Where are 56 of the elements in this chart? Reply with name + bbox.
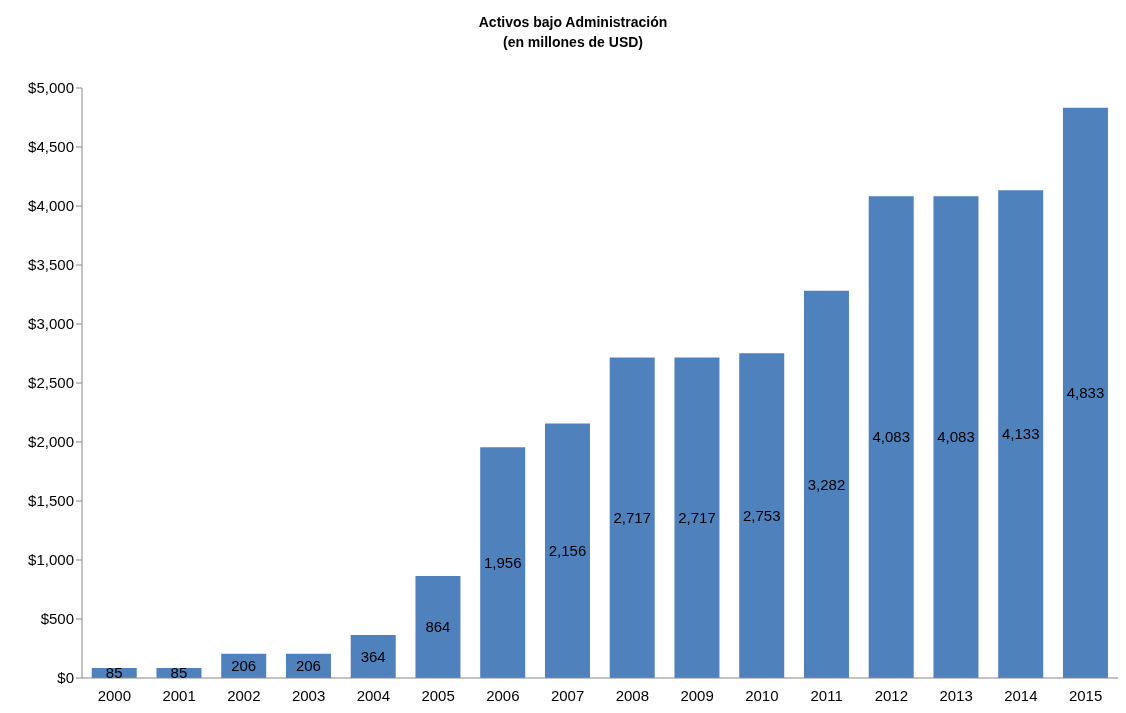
data-label: 85 [170,664,188,682]
bar [544,423,590,678]
chart-title: Activos bajo Administración (en millones de USD) [477,13,669,52]
bar [480,447,526,678]
y-tick-label: $1,000 [28,551,74,569]
data-label: 2,717 [678,509,716,527]
data-label: 206 [231,657,257,675]
data-label: 85 [105,664,123,682]
data-label: 1,956 [483,553,522,571]
y-tick-label: $3,000 [28,315,74,333]
bar [998,190,1044,678]
y-tick-label: $2,500 [28,374,74,392]
x-tick-label: 2008 [615,686,650,704]
data-label: 2,717 [613,509,651,527]
bar [350,635,396,678]
bar [609,357,655,678]
x-tick-label: 2011 [810,686,843,704]
data-label: 206 [295,657,321,675]
data-label: 4,083 [872,428,910,446]
data-label: 2,753 [742,506,781,524]
x-tick-label: 2012 [874,686,909,704]
x-tick-label: 2005 [421,686,455,704]
x-tick-label: 2015 [1068,686,1103,704]
x-tick-label: 2000 [97,686,132,704]
y-tick-label: $5,000 [28,79,74,97]
y-tick-label: $4,500 [28,138,74,156]
data-label: 864 [425,618,451,636]
data-label: 2,156 [548,542,587,560]
bar [674,357,720,678]
x-tick-label: 2001 [162,686,196,704]
data-label: 4,133 [1001,425,1040,443]
bar [933,196,979,678]
bar [868,196,914,678]
bar [1062,107,1108,678]
x-tick-label: 2007 [550,686,585,704]
x-tick-label: 2006 [486,686,520,704]
y-tick-label: $2,000 [28,433,74,451]
x-tick-label: 2009 [680,686,714,704]
bar [739,353,785,678]
y-tick-label: $500 [40,610,74,628]
x-tick-label: 2010 [745,686,779,704]
data-label: 3,282 [807,475,846,493]
y-tick-label: $3,500 [28,256,74,274]
y-tick-label: $1,500 [28,492,74,510]
data-label: 4,833 [1066,384,1105,402]
x-tick-label: 2013 [939,686,973,704]
x-tick-label: 2003 [291,686,326,704]
y-tick-label: $4,000 [28,197,74,215]
x-tick-label: 2004 [356,686,391,704]
bar [415,576,461,678]
bar [803,290,849,678]
x-tick-label: 2014 [1004,686,1038,704]
data-label: 4,083 [937,428,975,446]
y-tick-label: $0 [57,669,74,687]
x-tick-label: 2002 [227,686,261,704]
data-label: 364 [360,647,386,665]
